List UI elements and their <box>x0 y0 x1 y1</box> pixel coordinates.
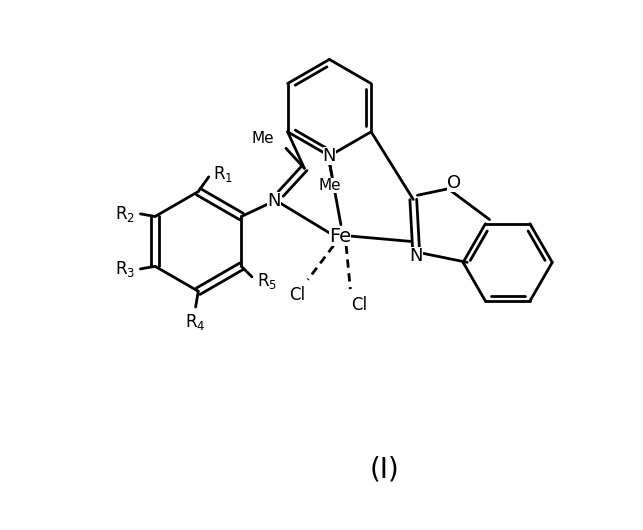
Text: N: N <box>267 192 280 210</box>
Text: O: O <box>447 174 461 192</box>
Text: (I): (I) <box>370 455 399 483</box>
Text: N: N <box>323 147 336 165</box>
Text: Me: Me <box>252 131 275 146</box>
Text: R$_3$: R$_3$ <box>114 259 135 279</box>
Text: R$_2$: R$_2$ <box>114 204 134 224</box>
Text: R$_4$: R$_4$ <box>185 312 206 332</box>
Text: Cl: Cl <box>351 296 367 314</box>
Text: Fe: Fe <box>329 227 351 246</box>
Text: Cl: Cl <box>289 286 305 304</box>
Text: N: N <box>409 247 422 265</box>
Text: R$_1$: R$_1$ <box>213 164 233 184</box>
Text: Me: Me <box>318 178 341 193</box>
Text: R$_5$: R$_5$ <box>257 271 276 291</box>
